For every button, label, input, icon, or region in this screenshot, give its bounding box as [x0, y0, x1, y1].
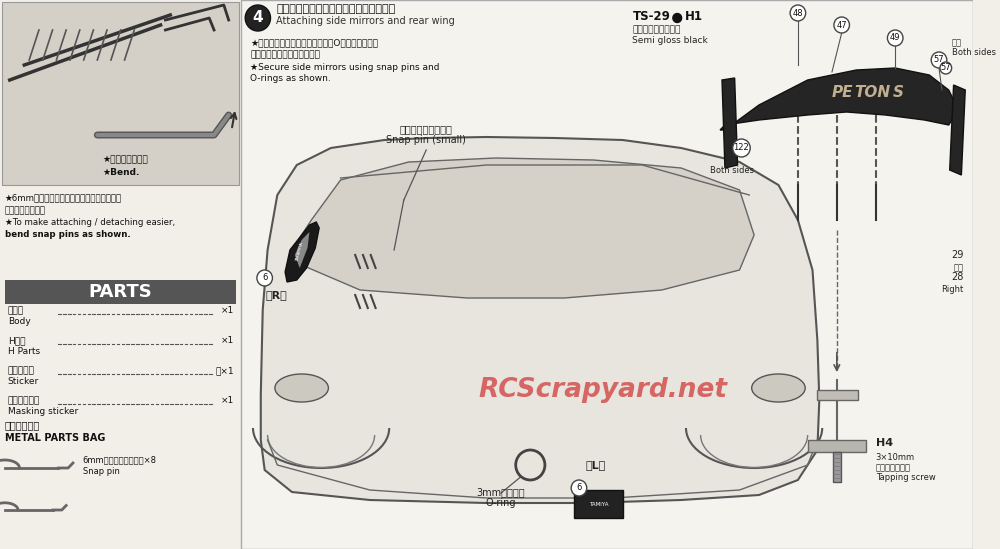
- Text: Right: Right: [941, 285, 963, 294]
- Text: ★折り曲げます。: ★折り曲げます。: [102, 155, 148, 164]
- Circle shape: [245, 5, 271, 31]
- Bar: [574, 490, 623, 518]
- Text: TS-29: TS-29: [632, 10, 670, 23]
- Text: Snap pin (small): Snap pin (small): [386, 135, 466, 145]
- Text: 各×1: 各×1: [216, 366, 235, 375]
- Text: セミグロスブラック: セミグロスブラック: [632, 25, 681, 34]
- Text: H Parts: H Parts: [8, 347, 40, 356]
- Text: ×1: ×1: [221, 396, 235, 405]
- Text: スナップピンで固定します。: スナップピンで固定します。: [250, 50, 320, 59]
- Bar: [241, 0, 973, 549]
- Circle shape: [940, 62, 952, 74]
- Text: 6: 6: [576, 484, 582, 492]
- Text: 3×10mm: 3×10mm: [876, 453, 915, 462]
- Text: 扱いに便利です。: 扱いに便利です。: [5, 206, 46, 215]
- Text: Body: Body: [8, 317, 31, 326]
- Polygon shape: [261, 137, 819, 503]
- Text: 49: 49: [890, 33, 900, 42]
- Text: スナップピン（小）: スナップピン（小）: [400, 124, 453, 134]
- Text: 6mmスナップビン・・×8: 6mmスナップビン・・×8: [83, 455, 157, 464]
- Text: 《金具袋詰》: 《金具袋詰》: [5, 420, 40, 430]
- Text: Attaching side mirrors and rear wing: Attaching side mirrors and rear wing: [276, 16, 455, 26]
- Text: 48: 48: [793, 8, 803, 18]
- Text: 122: 122: [734, 143, 749, 153]
- Text: Both sides: Both sides: [710, 166, 754, 175]
- Text: bend snap pins as shown.: bend snap pins as shown.: [5, 230, 131, 239]
- Text: ★To make attaching / detaching easier,: ★To make attaching / detaching easier,: [5, 218, 175, 227]
- Text: 3mmオリング: 3mmオリング: [477, 487, 525, 497]
- Polygon shape: [285, 222, 319, 282]
- Text: タッピングビス: タッピングビス: [876, 463, 911, 472]
- Bar: [2, 2, 239, 185]
- Polygon shape: [295, 232, 309, 268]
- Text: PE: PE: [832, 85, 853, 100]
- Text: Sticker: Sticker: [8, 377, 39, 386]
- Text: 《R》: 《R》: [265, 290, 287, 300]
- Text: マスクシール: マスクシール: [8, 396, 40, 405]
- Text: 両側: 両側: [727, 155, 737, 164]
- Text: ステッカー: ステッカー: [8, 366, 35, 375]
- Ellipse shape: [275, 374, 328, 402]
- Text: 4: 4: [253, 10, 263, 25]
- Text: ×1: ×1: [221, 336, 235, 345]
- Polygon shape: [300, 158, 754, 298]
- Text: 47: 47: [836, 20, 847, 30]
- Text: Masking sticker: Masking sticker: [8, 407, 78, 416]
- Text: ★Secure side mirrors using snap pins and: ★Secure side mirrors using snap pins and: [250, 63, 440, 72]
- Circle shape: [834, 17, 849, 33]
- Text: 右側: 右側: [953, 263, 963, 272]
- Text: METAL PARTS BAG: METAL PARTS BAG: [5, 433, 105, 443]
- Text: ボディ: ボディ: [8, 306, 24, 315]
- Text: ★6mmスナップピンは折り曲げておくと取り: ★6mmスナップピンは折り曲げておくと取り: [5, 193, 122, 202]
- Text: RCScrapyard.net: RCScrapyard.net: [479, 377, 728, 403]
- Text: H部品: H部品: [8, 336, 25, 345]
- Text: TAMIYA: TAMIYA: [589, 502, 608, 507]
- Text: Snap pin: Snap pin: [83, 467, 120, 476]
- Circle shape: [790, 5, 806, 21]
- Text: S: S: [893, 85, 904, 100]
- Polygon shape: [722, 78, 738, 168]
- Circle shape: [571, 480, 587, 496]
- Bar: [808, 440, 866, 452]
- Text: Tapping screw: Tapping screw: [876, 473, 935, 482]
- Bar: [833, 452, 841, 482]
- Bar: [817, 390, 858, 400]
- Polygon shape: [950, 85, 965, 175]
- Text: H1: H1: [685, 10, 703, 23]
- Text: ★サイドミラーはボディ内側からOリングをはめ、: ★サイドミラーはボディ内側からOリングをはめ、: [250, 38, 378, 47]
- Text: 6: 6: [262, 273, 267, 283]
- Text: 28: 28: [951, 272, 963, 282]
- Polygon shape: [720, 68, 958, 130]
- Text: ×1: ×1: [221, 306, 235, 315]
- Text: 29: 29: [951, 250, 963, 260]
- Text: TON: TON: [854, 85, 890, 100]
- Circle shape: [887, 30, 903, 46]
- Text: TAKAMIYA: TAKAMIYA: [295, 242, 304, 262]
- Text: 57: 57: [940, 64, 951, 72]
- Text: Semi gloss black: Semi gloss black: [632, 36, 708, 45]
- Bar: [5, 280, 236, 304]
- Text: O-ring: O-ring: [486, 498, 516, 508]
- Text: サイドミラー、リヤウイングの取り付け: サイドミラー、リヤウイングの取り付け: [276, 4, 396, 14]
- Text: H4: H4: [876, 438, 893, 448]
- Text: Both sides: Both sides: [952, 48, 996, 57]
- Text: ★Bend.: ★Bend.: [102, 168, 140, 177]
- Bar: [0, 0, 241, 549]
- Circle shape: [257, 270, 272, 286]
- Circle shape: [733, 139, 750, 157]
- Text: O-rings as shown.: O-rings as shown.: [250, 74, 331, 83]
- Text: PARTS: PARTS: [89, 283, 153, 301]
- Circle shape: [931, 52, 947, 68]
- Text: 《L》: 《L》: [585, 460, 606, 470]
- Text: 57: 57: [934, 55, 944, 64]
- Ellipse shape: [752, 374, 805, 402]
- Circle shape: [673, 14, 682, 23]
- Text: 両側: 両側: [952, 38, 962, 47]
